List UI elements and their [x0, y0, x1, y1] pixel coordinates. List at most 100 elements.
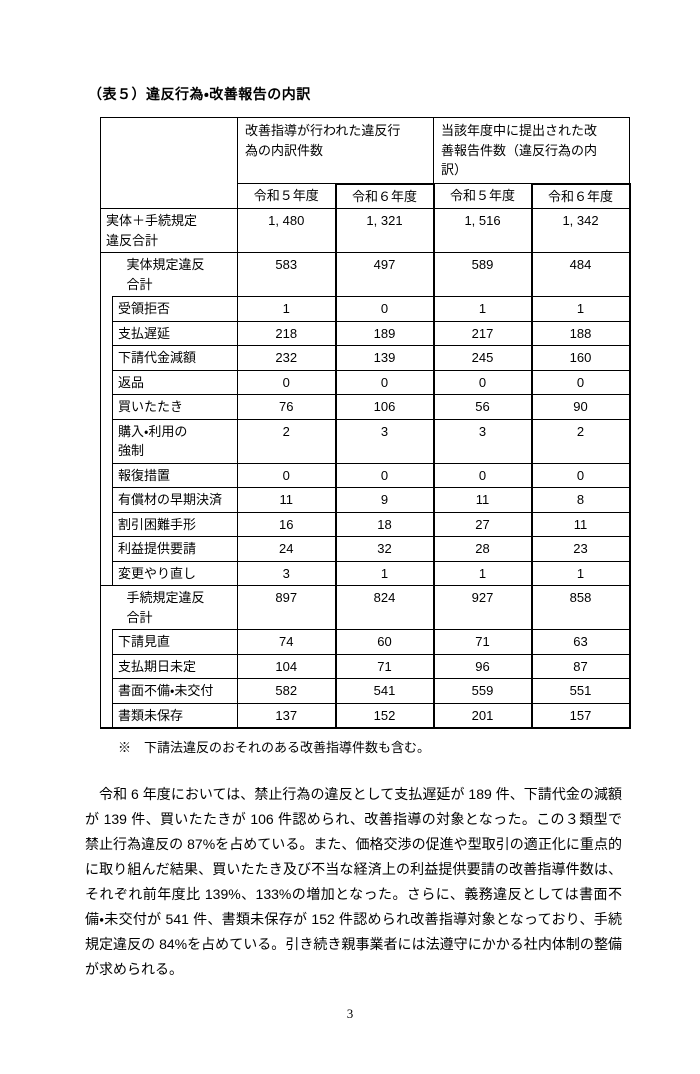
value-cell: 18 — [334, 511, 435, 537]
value-cell: 1 — [334, 560, 435, 586]
row-indent-cell — [100, 703, 113, 728]
value-cell: 8 — [530, 487, 631, 513]
row-label: 利益提供要請 — [112, 536, 238, 562]
table-row: 有償材の早期決済 11 9 11 8 — [100, 487, 631, 513]
value-cell: 0 — [433, 369, 533, 395]
value-cell: 160 — [530, 345, 631, 371]
table-footnote: ※ 下請法違反のおそれのある改善指導件数も含む。 — [118, 740, 431, 755]
page-number: 3 — [346, 1006, 354, 1021]
value-cell: 3 — [334, 418, 435, 464]
value-cell: 11 — [237, 487, 336, 513]
row-label: 書面不備・未交付 — [112, 678, 238, 704]
value-cell: 1, 321 — [334, 208, 435, 253]
value-cell: 1 — [530, 560, 631, 586]
value-cell: 106 — [334, 394, 435, 420]
row-indent-cell — [100, 296, 113, 321]
table-corner-cell — [100, 117, 238, 209]
table-row: 手続規定違反 合計 897 824 927 858 — [100, 585, 631, 630]
column-group-guidance: 改善指導が行われた違反行 為の内訳件数 — [236, 117, 435, 184]
value-cell: 71 — [433, 629, 533, 655]
value-cell: 232 — [237, 345, 336, 371]
value-cell: 1 — [433, 296, 533, 322]
year-header-r5-guidance: 令和５年度 — [237, 183, 336, 209]
value-cell: 0 — [530, 462, 631, 488]
value-cell: 484 — [530, 252, 631, 297]
value-cell: 3 — [237, 560, 336, 586]
document-page: { "page": { "title": "（表５）違反行為・改善報告の内訳",… — [0, 84, 700, 1074]
value-cell: 1 — [530, 296, 631, 322]
value-cell: 23 — [530, 536, 631, 562]
row-label: 実体規定違反 合計 — [112, 252, 238, 297]
row-indent-cell — [100, 512, 113, 537]
violation-table-header: 改善指導が行われた違反行 為の内訳件数 当該年度中に提出された改 善報告件数（違… — [100, 117, 631, 209]
value-cell: 0 — [334, 369, 435, 395]
body-paragraph: 令和 6 年度においては、禁止行為の違反として支払遅延が 189 件、下請代金の… — [85, 786, 622, 977]
value-cell: 0 — [237, 462, 336, 488]
value-cell: 0 — [334, 462, 435, 488]
row-label: 受領拒否 — [112, 296, 238, 322]
value-cell: 188 — [530, 320, 631, 346]
violation-table-body: 実体＋手続規定 違反合計 1, 480 1, 321 1, 516 1, 342 実体規定… — [100, 208, 631, 729]
year-header-r5-reports: 令和５年度 — [433, 183, 533, 209]
table-row: 利益提供要請 24 32 28 23 — [100, 536, 631, 562]
row-label: 支払遅延 — [112, 320, 238, 346]
value-cell: 0 — [530, 369, 631, 395]
row-label: 報復措置 — [112, 462, 238, 488]
value-cell: 60 — [334, 629, 435, 655]
value-cell: 551 — [530, 678, 631, 704]
value-cell: 559 — [433, 678, 533, 704]
value-cell: 1, 342 — [530, 208, 631, 253]
row-indent-cell — [100, 419, 113, 463]
value-cell: 76 — [237, 394, 336, 420]
page-title: （表５）違反行為・改善報告の内訳 — [88, 86, 311, 102]
table-row: 割引困難手形 16 18 27 11 — [100, 511, 631, 537]
value-cell: 245 — [433, 345, 533, 371]
table-row: 書類未保存 137 152 201 157 — [100, 702, 631, 729]
table-row: 買いたたき 76 106 56 90 — [100, 394, 631, 420]
value-cell: 541 — [334, 678, 435, 704]
value-cell: 28 — [433, 536, 533, 562]
row-label: 手続規定違反 合計 — [112, 585, 238, 630]
table-row: 受領拒否 1 0 1 1 — [100, 296, 631, 322]
violation-table: 改善指導が行われた違反行 為の内訳件数 当該年度中に提出された改 善報告件数（違… — [100, 117, 631, 729]
value-cell: 74 — [237, 629, 336, 655]
value-cell: 152 — [334, 702, 435, 729]
value-cell: 1 — [433, 560, 533, 586]
value-cell: 2 — [530, 418, 631, 464]
row-indent-cell — [100, 252, 113, 297]
row-indent-cell — [100, 536, 113, 561]
value-cell: 824 — [334, 585, 435, 630]
row-indent-cell — [100, 345, 113, 370]
value-cell: 2 — [237, 418, 336, 464]
year-header-row: 令和５年度 令和６年度 令和５年度 令和６年度 — [101, 182, 631, 209]
value-cell: 16 — [237, 511, 336, 537]
value-cell: 217 — [433, 320, 533, 346]
value-cell: 27 — [433, 511, 533, 537]
table-row: 支払期日未定 104 71 96 87 — [100, 653, 631, 679]
table-row: 購入・利用の 強制 2 3 3 2 — [100, 418, 631, 464]
row-indent-cell — [100, 561, 113, 586]
row-label: 変更やり直し — [112, 560, 238, 586]
value-cell: 24 — [237, 536, 336, 562]
row-label: 割引困難手形 — [112, 511, 238, 537]
value-cell: 139 — [334, 345, 435, 371]
table-row: 支払遅延 218 189 217 188 — [100, 320, 631, 346]
row-label: 下請代金減額 — [112, 345, 238, 371]
table-row: 返品 0 0 0 0 — [100, 369, 631, 395]
value-cell: 0 — [433, 462, 533, 488]
value-cell: 96 — [433, 653, 533, 679]
year-header-r6-reports: 令和６年度 — [530, 182, 631, 209]
value-cell: 32 — [334, 536, 435, 562]
row-label: 実体＋手続規定 違反合計 — [100, 208, 238, 253]
row-indent-cell — [100, 487, 113, 512]
row-indent-cell — [100, 321, 113, 346]
table-row: 下請見直 74 60 71 63 — [100, 629, 631, 655]
row-label: 購入・利用の 強制 — [112, 418, 238, 464]
row-label: 買いたたき — [112, 394, 238, 420]
value-cell: 0 — [237, 369, 336, 395]
value-cell: 3 — [433, 418, 533, 464]
table-row: 変更やり直し 3 1 1 1 — [100, 560, 631, 586]
row-indent-cell — [100, 394, 113, 419]
row-indent-cell — [100, 370, 113, 395]
group-header-row: 改善指導が行われた違反行 為の内訳件数 当該年度中に提出された改 善報告件数（違… — [100, 117, 631, 209]
